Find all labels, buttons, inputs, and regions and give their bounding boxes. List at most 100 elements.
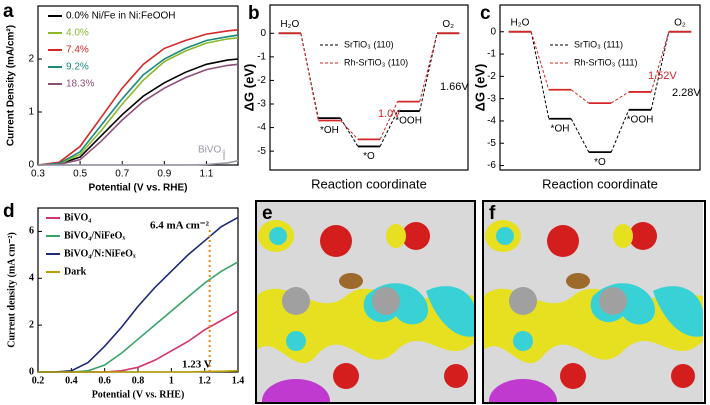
line-series (37, 58, 239, 166)
image-frame (255, 200, 476, 404)
y-tick-label: -3 (487, 93, 496, 104)
energy-connector (530, 31, 550, 90)
line-series (38, 160, 239, 166)
y-tick-label: 2 (29, 319, 34, 330)
legend-label: 9.2% (66, 62, 89, 73)
x-tick-label: 0.2 (32, 375, 45, 386)
line-series (38, 261, 239, 373)
panel-letter: e (262, 203, 273, 224)
x-tick-label: 1 (169, 375, 174, 386)
y-tick-label: -3 (257, 99, 266, 110)
x-tick-label: 1.1 (199, 169, 213, 180)
x-tick-label: 0.6 (98, 375, 111, 386)
energy-connector (610, 109, 630, 153)
x-tick-label: 0.8 (132, 375, 145, 386)
line-series (37, 34, 239, 166)
legend-label: 4.0% (66, 28, 89, 39)
y-tick-label: 4 (29, 273, 34, 284)
legend-label: Dark (64, 266, 87, 277)
y-tick-label: -5 (487, 138, 496, 149)
y-axis-label: Current density (mA cm⁻²) (6, 232, 17, 348)
y-tick-label: 0 (260, 28, 266, 39)
energy-connector (570, 89, 590, 104)
y-tick-label: -1 (487, 49, 496, 60)
legend-label: BiVO₄/N:NiFeOₓ (64, 248, 136, 259)
isosurface-image (256, 201, 475, 403)
panel-letter: d (3, 201, 15, 222)
y-tick-label: 0 (29, 366, 34, 377)
y-tick-label: 2 (28, 54, 34, 65)
y-tick-label: -4 (257, 122, 266, 133)
y-axis-label: ΔG (eV) (472, 64, 487, 112)
legend-label: 18.3% (66, 79, 94, 90)
category-label: H₂O (511, 17, 530, 28)
annotation: 1.0V (378, 108, 401, 120)
line-series (38, 216, 239, 373)
energy-connector (340, 120, 359, 140)
x-tick-label: 1.2 (198, 375, 211, 386)
annotation: 1.52V (648, 70, 677, 82)
y-tick-label: 6 (29, 226, 34, 237)
energy-connector (300, 33, 319, 121)
category-label: *O (363, 151, 375, 162)
y-tick-label: 0 (28, 160, 34, 171)
y-tick-label: -4 (487, 116, 496, 127)
energy-connector (530, 31, 550, 119)
annotation: 2.28V (672, 87, 701, 99)
x-axis-label: Reaction coordinate (542, 176, 658, 191)
y-tick-label: -1 (257, 51, 266, 62)
y-axis-label: Current Density (mA/cm²) (6, 25, 17, 146)
x-tick-label: 0.5 (73, 169, 87, 180)
energy-connector (419, 33, 438, 102)
line-series (37, 37, 239, 166)
image-frame (482, 200, 706, 404)
energy-connector (610, 91, 630, 104)
energy-connector (340, 117, 359, 147)
energy-connector (379, 101, 398, 140)
y-axis-label: ΔG (eV) (241, 64, 256, 112)
category-label: *OOH (395, 116, 422, 127)
y-tick-label: 0 (490, 26, 496, 37)
x-tick-label: 1.4 (232, 375, 245, 386)
legend-label: Rh-SrTiO₃ (110) (344, 57, 408, 67)
annotation: 1.66V (440, 81, 469, 93)
legend-label: SrTiO₃ (111) (574, 39, 623, 49)
x-axis-label: Potential (V vs. RHE) (89, 183, 188, 194)
annotation: BiVO₄ (198, 145, 225, 156)
x-axis-label: Reaction coordinate (311, 176, 427, 191)
x-axis-label: Potential (V vs. RHE) (92, 389, 185, 400)
line-series (37, 29, 239, 166)
category-label: *O (594, 157, 606, 168)
annotation: 1.23 V (182, 359, 212, 371)
isosurface-image (483, 201, 703, 403)
y-tick-label: -2 (257, 75, 266, 86)
line-series (37, 63, 239, 166)
category-label: O₂ (442, 19, 454, 30)
energy-connector (650, 31, 670, 110)
category-label: O₂ (674, 17, 686, 28)
y-tick-label: -6 (487, 160, 496, 171)
legend-label: 0.0% Ni/Fe in Ni:FeOOH (66, 11, 175, 22)
x-tick-label: 0.4 (65, 375, 78, 386)
y-tick-label: -2 (487, 71, 496, 82)
legend-label: Rh-SrTiO₃ (111) (574, 57, 638, 67)
energy-connector (570, 118, 590, 153)
legend-label: 7.4% (66, 45, 89, 56)
legend-label: SrTiO₃ (110) (344, 39, 394, 49)
energy-connector (379, 110, 398, 147)
line-series (38, 370, 239, 373)
panel-letter: f (489, 203, 496, 224)
panel-letter: c (480, 3, 491, 24)
plot-frame (499, 4, 701, 171)
category-label: H₂O (280, 19, 299, 30)
x-tick-label: 0.7 (115, 169, 129, 180)
legend-label: BiVO₄ (64, 212, 91, 223)
energy-connector (650, 31, 670, 93)
panel-letter: b (248, 3, 260, 24)
panel-letter: a (3, 1, 14, 22)
x-tick-label: 0.9 (157, 169, 171, 180)
annotation: 6.4 mA cm⁻² (150, 220, 210, 232)
legend-label: BiVO₄/NiFeOₓ (64, 230, 125, 241)
category-label: *OOH (627, 114, 654, 125)
